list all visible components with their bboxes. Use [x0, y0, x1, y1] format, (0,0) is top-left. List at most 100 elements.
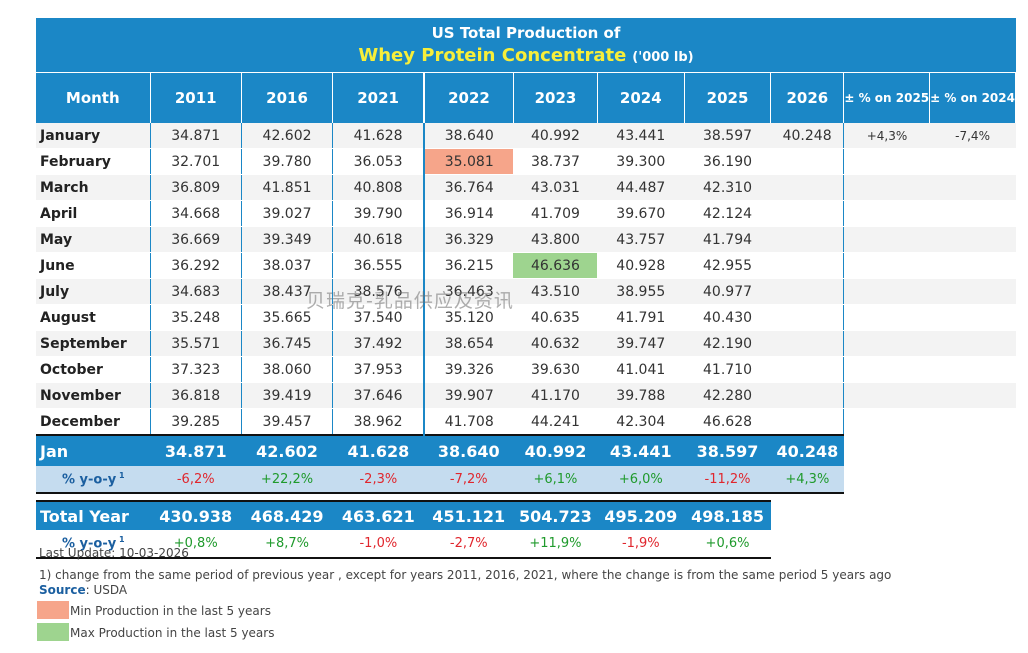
total-year-value: 451.121 [424, 500, 514, 530]
jan-yoy-value: -7,2% [424, 466, 514, 494]
jan-yoy-value: -11,2% [684, 466, 771, 494]
source-label: Source [39, 583, 86, 597]
jan-value: 43.441 [597, 434, 685, 466]
value-cell [770, 356, 844, 383]
blank-cell [929, 435, 1016, 466]
jan-value: 40.992 [513, 434, 598, 466]
value-cell: 34.683 [149, 278, 242, 305]
col-header-10: ± % on 2024 [929, 73, 1016, 123]
col-header-7: 2025 [684, 73, 772, 123]
table-row: June 36.292 38.037 36.555 36.215 46.636 40.928… [36, 252, 1016, 279]
value-cell: 38.597 [684, 123, 771, 149]
pct-2024-cell [929, 174, 1016, 201]
blank-cell [929, 530, 1016, 558]
month-cell: December [36, 408, 151, 436]
value-cell: 43.031 [513, 174, 598, 201]
value-cell: 42.190 [684, 330, 771, 357]
table-row: September 35.571 36.745 37.492 38.654 40.632 3… [36, 330, 1016, 357]
value-cell: 41.041 [597, 356, 685, 383]
pct-2024-cell: -7,4% [929, 123, 1016, 149]
table-row: January 34.871 42.602 41.628 38.640 40.992 43.… [36, 123, 1016, 149]
value-cell: 40.248 [770, 123, 844, 149]
value-cell: 42.310 [684, 174, 771, 201]
pct-2024-cell [929, 356, 1016, 383]
col-header-6: 2024 [597, 73, 685, 123]
value-cell: 36.555 [332, 252, 424, 279]
value-cell: 36.329 [422, 226, 514, 253]
source-value: : USDA [85, 583, 128, 597]
month-cell: July [36, 278, 151, 305]
value-cell: 39.326 [422, 356, 514, 383]
month-cell: January [36, 123, 151, 149]
value-cell: 39.788 [597, 382, 685, 409]
value-cell: 42.955 [684, 252, 771, 279]
col-header-0: Month [36, 73, 151, 123]
pct-2025-cell [843, 304, 930, 331]
month-cell: February [36, 148, 151, 175]
col-header-3: 2021 [332, 73, 425, 123]
value-cell: 43.757 [597, 226, 685, 253]
value-cell: 40.808 [332, 174, 424, 201]
total-yoy-value: +8,7% [241, 530, 333, 559]
value-cell: 35.665 [240, 304, 333, 331]
jan-yoy-value: +6,0% [597, 466, 685, 494]
value-cell: 36.669 [149, 226, 242, 253]
value-cell: 43.510 [513, 278, 598, 305]
value-cell: 36.809 [149, 174, 242, 201]
jan-yoy-value: +22,2% [241, 466, 333, 494]
jan-yoy-row: % y-o-y 1 -6,2% +22,2% -2,3% -7,2% +6,1% +6,0%… [36, 466, 1016, 494]
month-cell: June [36, 252, 151, 279]
legend-min-label: Min Production in the last 5 years [70, 604, 271, 618]
jan-yoy-label-text: % y-o-y [62, 472, 117, 488]
table-row: July 34.683 38.437 38.576 36.463 43.510 38.955… [36, 278, 1016, 305]
legend-max-label: Max Production in the last 5 years [70, 626, 275, 640]
table-row: February 32.701 39.780 36.053 35.081 38.737 39… [36, 148, 1016, 175]
pct-2025-cell: +4,3% [843, 123, 930, 149]
jan-yoy-value: -2,3% [332, 466, 424, 494]
month-cell: August [36, 304, 151, 331]
title-bar: US Total Production of Whey Protein Conc… [36, 18, 1016, 72]
table-row: October 37.323 38.060 37.953 39.326 39.630 41.… [36, 356, 1016, 383]
value-cell: 46.636 [513, 252, 598, 279]
title-line1: US Total Production of [431, 24, 621, 42]
blank-cell [929, 466, 1016, 493]
value-cell: 40.430 [684, 304, 771, 331]
value-cell [770, 226, 844, 253]
value-cell: 34.668 [149, 200, 242, 227]
col-header-2: 2016 [241, 73, 334, 123]
month-cell: May [36, 226, 151, 253]
production-table: Month 2011 2016 2021 2022 2023 2024 2025 2026 ± %… [36, 73, 1016, 559]
value-cell: 38.962 [332, 408, 424, 436]
value-cell: 40.992 [513, 123, 598, 149]
total-year-value: 463.621 [332, 500, 424, 530]
table-row: May 36.669 39.349 40.618 36.329 43.800 43.757 4… [36, 226, 1016, 253]
month-cell: October [36, 356, 151, 383]
jan-value: 42.602 [241, 434, 333, 466]
value-cell: 39.790 [332, 200, 424, 227]
value-cell: 38.654 [422, 330, 514, 357]
jan-yoy-value: +4,3% [770, 466, 844, 494]
product-name: Whey Protein Concentrate [358, 45, 627, 66]
pct-2024-cell [929, 148, 1016, 175]
pct-2024-cell [929, 304, 1016, 331]
value-cell: 37.953 [332, 356, 424, 383]
value-cell: 38.737 [513, 148, 598, 175]
value-cell: 36.818 [149, 382, 242, 409]
jan-yoy-value: -6,2% [150, 466, 242, 494]
value-cell: 36.463 [422, 278, 514, 305]
pct-2025-cell [843, 226, 930, 253]
value-cell: 41.170 [513, 382, 598, 409]
total-yoy-row: % y-o-y 1 +0,8% +8,7% -1,0% -2,7% +11,9% -1,9%… [36, 530, 1016, 559]
col-header-1: 2011 [150, 73, 242, 123]
table-row: August 35.248 35.665 37.540 35.120 40.635 41.7… [36, 304, 1016, 331]
pct-2024-cell [929, 408, 1016, 436]
col-header-9: ± % on 2025 [843, 73, 931, 123]
blank-cell [843, 435, 930, 466]
total-year-value: 430.938 [150, 500, 242, 530]
value-cell: 46.628 [684, 408, 771, 436]
value-cell [770, 252, 844, 279]
pct-2025-cell [843, 356, 930, 383]
total-year-value: 504.723 [513, 500, 598, 530]
pct-2025-cell [843, 148, 930, 175]
value-cell: 42.304 [597, 408, 685, 436]
